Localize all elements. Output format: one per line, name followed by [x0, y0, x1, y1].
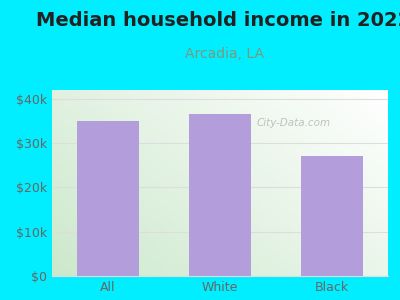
Bar [77, 121, 139, 276]
Text: Arcadia, LA: Arcadia, LA [184, 46, 264, 61]
Text: Median household income in 2022: Median household income in 2022 [36, 11, 400, 29]
Text: City-Data.com: City-Data.com [257, 118, 331, 128]
Bar [301, 156, 363, 276]
Bar [189, 114, 251, 276]
